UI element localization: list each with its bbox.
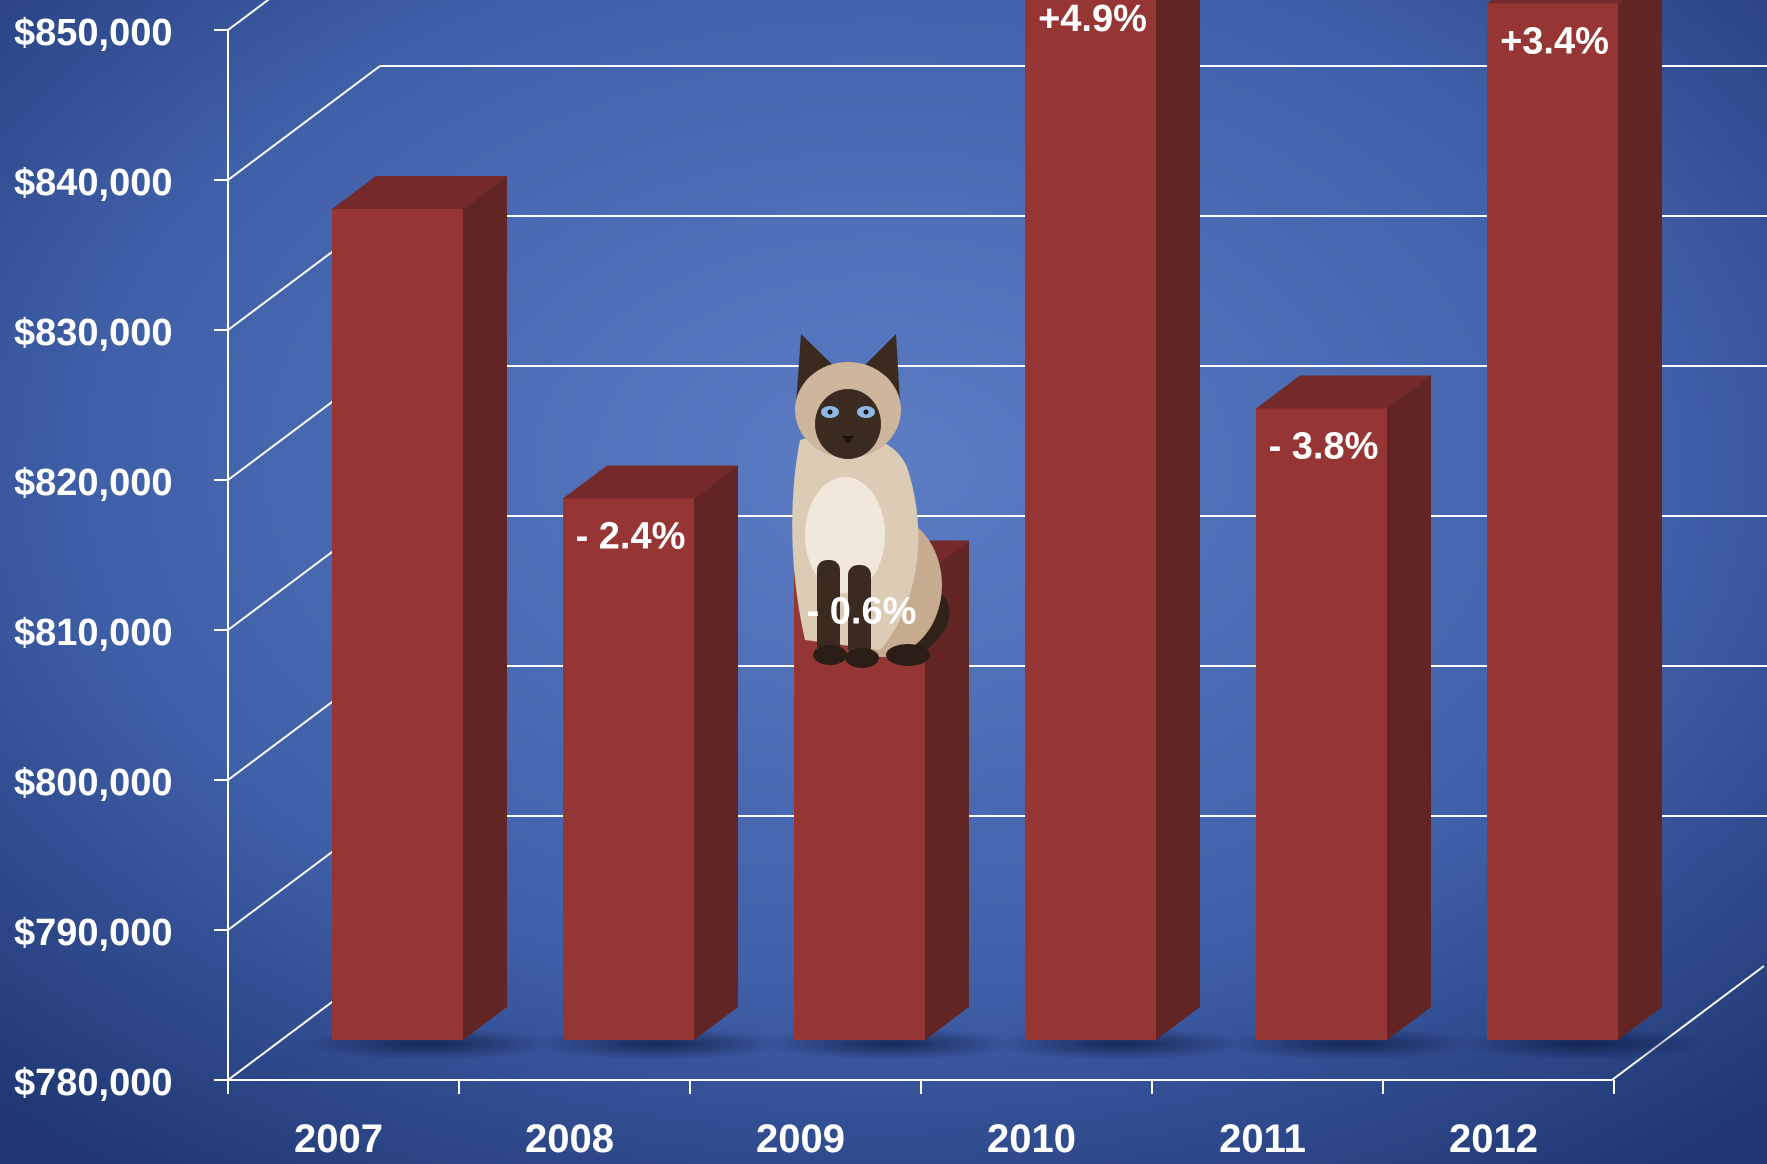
data-label: - 3.8%: [1269, 426, 1379, 468]
data-label: - 2.4%: [576, 516, 686, 558]
x-tick-label: 2009: [756, 1117, 845, 1161]
bar-side-2011: [1387, 375, 1431, 1040]
data-label: - 0.6%: [807, 591, 917, 633]
bar-top-2007: [332, 176, 507, 209]
bar-top-2011: [1256, 375, 1431, 409]
bar-side-2010: [1156, 0, 1200, 1040]
cat-pupil-left: [827, 409, 833, 415]
bar-2010: [1025, 0, 1156, 1040]
y-tick-label: $800,000: [14, 762, 173, 804]
bars: [303, 0, 1707, 1060]
side-wall-gridline: [227, 65, 381, 181]
bar-top-2008: [563, 465, 738, 499]
bar-side-2008: [694, 465, 738, 1040]
data-label: +3.4%: [1500, 21, 1609, 63]
bar-2008: [563, 498, 694, 1040]
x-tick-label: 2010: [987, 1117, 1076, 1161]
x-tick-label: 2007: [294, 1117, 383, 1161]
cat-hind-paw: [886, 644, 930, 666]
x-tick-label: 2012: [1449, 1117, 1538, 1161]
cat-paw-right: [845, 648, 879, 668]
cat-nose: [842, 436, 854, 444]
y-tick-label: $820,000: [14, 462, 173, 504]
bar-2011: [1256, 408, 1387, 1040]
cat-face-mask: [815, 389, 881, 459]
cat-front-leg-left: [817, 560, 840, 655]
y-tick-label: $810,000: [14, 612, 173, 654]
cat-pupil-right: [863, 409, 869, 415]
bar-2012: [1487, 3, 1618, 1040]
bar-side-2007: [463, 176, 507, 1040]
cat-paw-left: [813, 645, 847, 665]
floor-right-edge: [1611, 965, 1765, 1081]
side-wall-gridline: [227, 0, 270, 31]
x-tick-label: 2008: [525, 1117, 614, 1161]
cat-front-leg-right: [848, 565, 871, 657]
y-tick-label: $830,000: [14, 312, 173, 354]
bar-side-2009: [925, 540, 969, 1040]
y-tick-label: $790,000: [14, 912, 173, 954]
y-tick-label: $840,000: [14, 162, 173, 204]
data-label: +4.9%: [1038, 0, 1147, 40]
bar-side-2012: [1618, 0, 1662, 1040]
x-tick-label: 2011: [1219, 1117, 1306, 1161]
axes: [214, 29, 1765, 1094]
bar-2007: [332, 209, 463, 1040]
siamese-cat: [792, 334, 950, 668]
bar-top-2012: [1487, 0, 1623, 4]
y-tick-label: $780,000: [14, 1062, 173, 1104]
labels: $780,000 $790,000 $800,000 $810,000 $820,000…: [14, 0, 1609, 1161]
y-tick-label: $850,000: [14, 12, 173, 54]
